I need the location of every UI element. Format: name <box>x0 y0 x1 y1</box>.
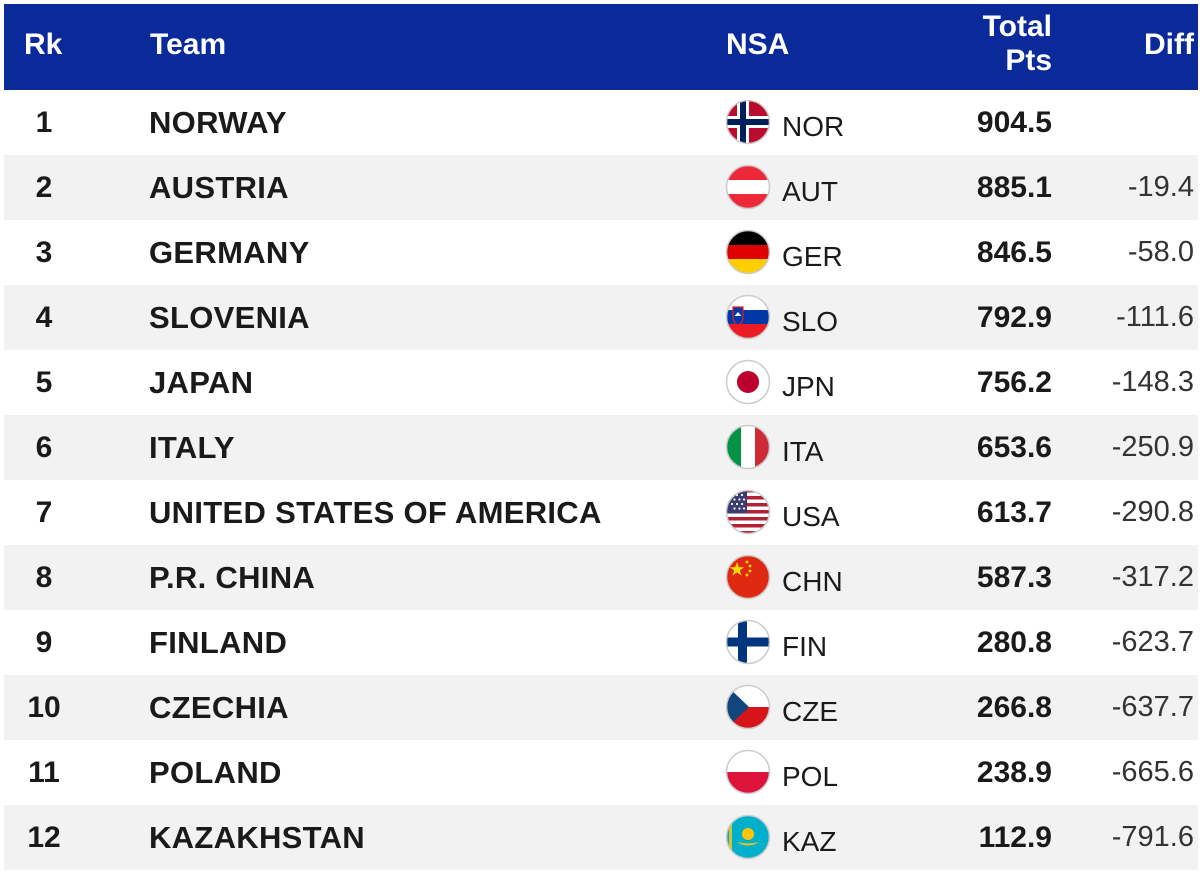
header-total-pts[interactable]: Total Pts <box>983 10 1052 78</box>
rank-cell: 4 <box>35 301 53 334</box>
team-cell[interactable]: CZECHIA <box>149 690 289 725</box>
poland-flag-icon <box>725 749 771 795</box>
team-cell[interactable]: UNITED STATES OF AMERICA <box>149 495 602 530</box>
header-total-line2: Pts <box>1005 44 1052 77</box>
diff-cell: -250.9 <box>1111 431 1194 463</box>
rank-cell: 5 <box>35 366 53 399</box>
table-row[interactable]: 9 FINLAND FIN 280.8 -623.7 <box>4 610 1198 675</box>
china-flag-icon <box>725 554 771 600</box>
total-pts-cell: 904.5 <box>976 106 1052 139</box>
table-row[interactable]: 10 CZECHIA CZE 266.8 -637.7 <box>4 675 1198 740</box>
nsa-code: KAZ <box>782 826 837 857</box>
diff-cell: -637.7 <box>1111 691 1194 723</box>
japan-flag-icon <box>725 359 771 405</box>
header-team[interactable]: Team <box>150 28 227 61</box>
diff-cell: -148.3 <box>1111 366 1194 398</box>
total-pts-cell: 613.7 <box>976 496 1052 529</box>
header-nsa[interactable]: NSA <box>726 28 790 61</box>
total-pts-cell: 792.9 <box>976 301 1052 334</box>
nsa-code: NOR <box>782 111 845 142</box>
nsa-code: ITA <box>782 436 824 467</box>
germany-flag-icon <box>725 229 771 275</box>
total-pts-cell: 756.2 <box>976 366 1052 399</box>
norway-flag-icon <box>725 99 771 145</box>
total-pts-cell: 112.9 <box>978 821 1052 854</box>
team-cell[interactable]: KAZAKHSTAN <box>149 820 365 855</box>
total-pts-cell: 846.5 <box>976 236 1052 269</box>
diff-cell: -665.6 <box>1111 756 1194 788</box>
diff-cell: -290.8 <box>1111 496 1194 528</box>
table-row[interactable]: 12 KAZAKHSTAN KAZ 112.9 -791.6 <box>4 805 1198 870</box>
austria-flag-icon <box>725 164 771 210</box>
table-body: 1 NORWAY NOR 904.5 2 AUSTRIA AUT 885.1 -… <box>4 90 1198 870</box>
table-row[interactable]: 6 ITALY ITA 653.6 -250.9 <box>4 415 1198 480</box>
table-row[interactable]: 2 AUSTRIA AUT 885.1 -19.4 <box>4 155 1198 220</box>
table-row[interactable]: 11 POLAND POL 238.9 -665.6 <box>4 740 1198 805</box>
rank-cell: 7 <box>35 496 53 529</box>
diff-cell: -623.7 <box>1111 626 1194 658</box>
diff-cell: -19.4 <box>1127 171 1194 203</box>
rank-cell: 11 <box>28 756 60 789</box>
usa-flag-icon <box>725 489 771 535</box>
nsa-code: CHN <box>782 566 843 597</box>
rank-cell: 6 <box>35 431 53 464</box>
slovenia-flag-icon <box>725 294 771 340</box>
total-pts-cell: 653.6 <box>976 431 1052 464</box>
nsa-code: SLO <box>782 306 839 337</box>
rank-cell: 3 <box>35 236 53 269</box>
nsa-code: AUT <box>782 176 838 207</box>
table-row[interactable]: 3 GERMANY GER 846.5 -58.0 <box>4 220 1198 285</box>
table-row[interactable]: 5 JAPAN JPN 756.2 -148.3 <box>4 350 1198 415</box>
diff-cell: -111.6 <box>1116 301 1194 333</box>
kazakhstan-flag-icon <box>725 814 771 860</box>
rank-cell: 9 <box>35 626 53 659</box>
total-pts-cell: 266.8 <box>976 691 1052 724</box>
team-cell[interactable]: SLOVENIA <box>149 300 310 335</box>
rank-cell: 2 <box>35 171 53 204</box>
rank-cell: 1 <box>35 106 53 139</box>
diff-cell: -317.2 <box>1111 561 1194 593</box>
standings-table: Rk Team NSA Total Pts Diff 1 NORWAY NOR … <box>4 4 1198 870</box>
header-diff[interactable]: Diff <box>1144 28 1194 61</box>
nsa-code: JPN <box>782 371 835 402</box>
table-row[interactable]: 1 NORWAY NOR 904.5 <box>4 90 1198 155</box>
nsa-code: GER <box>782 241 843 272</box>
czechia-flag-icon <box>725 684 771 730</box>
header-rank[interactable]: Rk <box>24 28 63 61</box>
diff-cell: -58.0 <box>1127 236 1194 268</box>
team-cell[interactable]: JAPAN <box>149 365 254 400</box>
header-total-line1: Total <box>982 10 1052 43</box>
diff-cell: -791.6 <box>1111 821 1194 853</box>
table-row[interactable]: 8 P.R. CHINA CHN 587.3 -317.2 <box>4 545 1198 610</box>
nsa-code: USA <box>782 501 840 532</box>
rank-cell: 10 <box>27 691 61 724</box>
team-cell[interactable]: ITALY <box>149 430 235 465</box>
table-header: Rk Team NSA Total Pts Diff <box>4 4 1198 90</box>
team-cell[interactable]: P.R. CHINA <box>149 560 316 595</box>
total-pts-cell: 587.3 <box>976 561 1052 594</box>
table-row[interactable]: 4 SLOVENIA SLO 792.9 -111.6 <box>4 285 1198 350</box>
italy-flag-icon <box>725 424 771 470</box>
team-cell[interactable]: POLAND <box>149 755 282 790</box>
rank-cell: 12 <box>27 821 61 854</box>
nsa-code: FIN <box>782 631 828 662</box>
total-pts-cell: 885.1 <box>976 171 1052 204</box>
rank-cell: 8 <box>35 561 53 594</box>
finland-flag-icon <box>725 619 771 665</box>
team-cell[interactable]: FINLAND <box>149 625 288 660</box>
total-pts-cell: 280.8 <box>976 626 1052 659</box>
nsa-code: POL <box>782 761 839 792</box>
nsa-code: CZE <box>782 696 838 727</box>
team-cell[interactable]: GERMANY <box>149 235 310 270</box>
team-cell[interactable]: NORWAY <box>149 105 287 140</box>
table-row[interactable]: 7 UNITED STATES OF AMERICA USA 613.7 -29… <box>4 480 1198 545</box>
total-pts-cell: 238.9 <box>976 756 1052 789</box>
team-cell[interactable]: AUSTRIA <box>149 170 289 205</box>
